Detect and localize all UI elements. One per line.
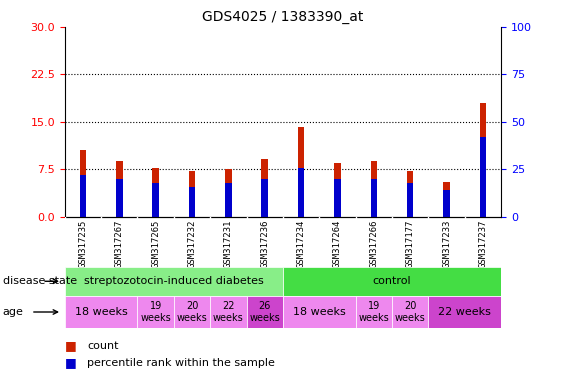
Text: age: age <box>3 307 24 317</box>
Bar <box>137 296 174 328</box>
Text: GSM317264: GSM317264 <box>333 220 342 268</box>
Bar <box>210 296 247 328</box>
Bar <box>428 296 501 328</box>
Text: GSM317177: GSM317177 <box>406 220 415 268</box>
Bar <box>189 171 195 217</box>
Bar <box>261 179 268 217</box>
Title: GDS4025 / 1383390_at: GDS4025 / 1383390_at <box>202 10 364 25</box>
Bar <box>261 159 268 217</box>
Bar <box>65 296 137 328</box>
Bar <box>247 296 283 328</box>
Bar <box>392 296 428 328</box>
Text: 19
weeks: 19 weeks <box>359 301 389 323</box>
Text: GSM317234: GSM317234 <box>297 220 306 268</box>
Text: percentile rank within the sample: percentile rank within the sample <box>87 358 275 368</box>
Bar <box>370 179 377 217</box>
Bar <box>480 137 486 217</box>
Text: GSM317237: GSM317237 <box>479 220 488 268</box>
Bar <box>443 182 450 217</box>
Bar <box>283 296 356 328</box>
Bar <box>298 167 305 217</box>
Text: 22
weeks: 22 weeks <box>213 301 244 323</box>
Text: 20
weeks: 20 weeks <box>177 301 207 323</box>
Bar <box>79 151 86 217</box>
Bar <box>443 190 450 217</box>
Bar <box>225 169 231 217</box>
Bar <box>480 103 486 217</box>
Text: GSM317236: GSM317236 <box>260 220 269 268</box>
Text: control: control <box>373 276 412 286</box>
Text: GSM317265: GSM317265 <box>151 220 160 268</box>
Text: GSM317266: GSM317266 <box>369 220 378 268</box>
Text: GSM317232: GSM317232 <box>187 220 196 268</box>
Text: ■: ■ <box>65 356 77 369</box>
Text: streptozotocin-induced diabetes: streptozotocin-induced diabetes <box>84 276 263 286</box>
Bar <box>116 179 123 217</box>
Text: count: count <box>87 341 119 351</box>
Bar <box>189 187 195 217</box>
Text: GSM317233: GSM317233 <box>442 220 451 268</box>
Text: 22 weeks: 22 weeks <box>438 307 491 317</box>
Bar <box>334 179 341 217</box>
Bar <box>370 161 377 217</box>
Bar <box>334 163 341 217</box>
Text: GSM317231: GSM317231 <box>224 220 233 268</box>
Text: 18 weeks: 18 weeks <box>293 307 346 317</box>
Bar <box>116 161 123 217</box>
Bar <box>407 171 413 217</box>
Text: ■: ■ <box>65 339 77 352</box>
Bar <box>153 183 159 217</box>
Bar <box>356 296 392 328</box>
Text: 20
weeks: 20 weeks <box>395 301 426 323</box>
Bar <box>174 296 210 328</box>
Text: 26
weeks: 26 weeks <box>249 301 280 323</box>
Bar <box>407 183 413 217</box>
Bar <box>79 175 86 217</box>
Text: disease state: disease state <box>3 276 77 286</box>
Bar <box>153 167 159 217</box>
Bar <box>225 183 231 217</box>
Bar <box>298 127 305 217</box>
Bar <box>65 267 283 296</box>
Bar <box>283 267 501 296</box>
Text: 18 weeks: 18 weeks <box>75 307 127 317</box>
Text: GSM317235: GSM317235 <box>78 220 87 268</box>
Text: GSM317267: GSM317267 <box>115 220 124 268</box>
Text: 19
weeks: 19 weeks <box>140 301 171 323</box>
